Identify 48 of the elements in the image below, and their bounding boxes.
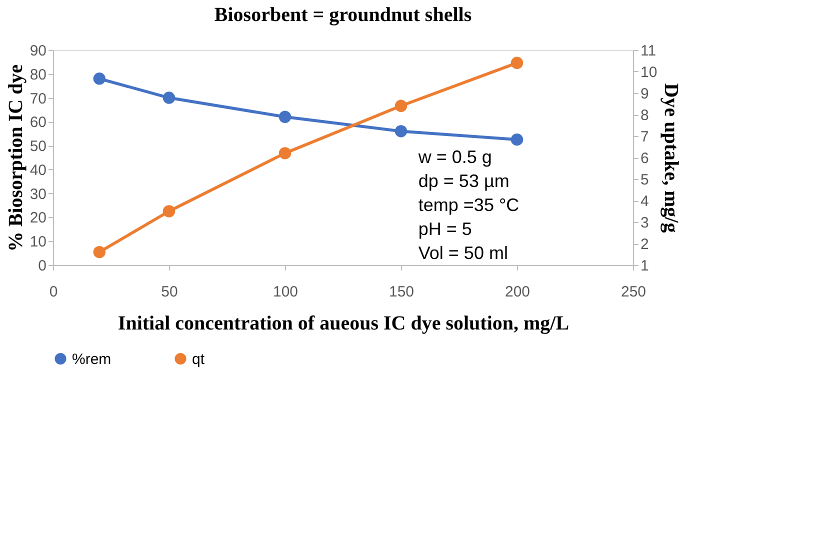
y2-tick-label: 9 bbox=[640, 86, 649, 102]
y2-tick-label: 1 bbox=[640, 258, 649, 274]
point bbox=[278, 147, 292, 160]
y-tick-label: 40 bbox=[30, 162, 46, 179]
point bbox=[394, 100, 408, 112]
y2-tick-label: 7 bbox=[640, 128, 649, 146]
y-axis-title: % Biosorption IC dye bbox=[4, 64, 27, 252]
point bbox=[93, 72, 106, 85]
annotation: Vol = 50 ml bbox=[418, 243, 508, 263]
x-axis-title: Initial concentration of aueous IC dye solution, mg/L bbox=[118, 312, 570, 334]
point bbox=[93, 246, 106, 258]
annotation: temp =35 °C bbox=[418, 195, 520, 215]
y-tick-label: 60 bbox=[30, 114, 46, 132]
point bbox=[394, 125, 408, 138]
x-tick-label: 100 bbox=[272, 284, 298, 300]
y-tick-label: 20 bbox=[30, 210, 46, 227]
annotation: dp = 53 µm bbox=[418, 171, 510, 191]
y-tick-label: 90 bbox=[30, 42, 46, 60]
x-tick-label: 250 bbox=[620, 284, 646, 300]
y2-tick-label: 2 bbox=[640, 236, 649, 253]
y-tick-label: 70 bbox=[30, 90, 46, 108]
y2-axis-title: Dye uptake, mg/g bbox=[660, 83, 682, 233]
x-tick-label: 150 bbox=[388, 284, 414, 300]
y2-tick-label: 6 bbox=[640, 150, 649, 167]
point bbox=[162, 205, 176, 218]
x-tick-label: 0 bbox=[49, 284, 58, 300]
y2-tick-label: 10 bbox=[640, 64, 658, 81]
y2-tick-label: 4 bbox=[640, 193, 649, 210]
chart-title: Biosorbent = groundnut shells bbox=[214, 4, 472, 26]
legend-label: %rem bbox=[72, 350, 112, 368]
annotation: w = 0.5 g bbox=[417, 147, 492, 167]
point bbox=[510, 56, 524, 70]
y-tick-label: 80 bbox=[30, 66, 46, 84]
y-tick-label: 50 bbox=[30, 138, 46, 156]
y-tick-label: 0 bbox=[38, 258, 46, 274]
y2-tick-label: 5 bbox=[640, 172, 649, 188]
point bbox=[510, 133, 524, 146]
x-tick-label: 200 bbox=[504, 284, 530, 300]
y2-tick-label: 3 bbox=[640, 214, 649, 232]
x-tick-label: 50 bbox=[161, 284, 178, 300]
y2-tick-label: 11 bbox=[640, 42, 656, 60]
y-tick-label: 30 bbox=[30, 186, 46, 203]
point bbox=[278, 110, 292, 123]
y2-tick-label: 8 bbox=[640, 107, 649, 124]
annotation: pH = 5 bbox=[418, 219, 472, 239]
legend-label: qt bbox=[192, 350, 206, 368]
y-tick-label: 10 bbox=[30, 234, 46, 251]
point bbox=[162, 92, 176, 104]
